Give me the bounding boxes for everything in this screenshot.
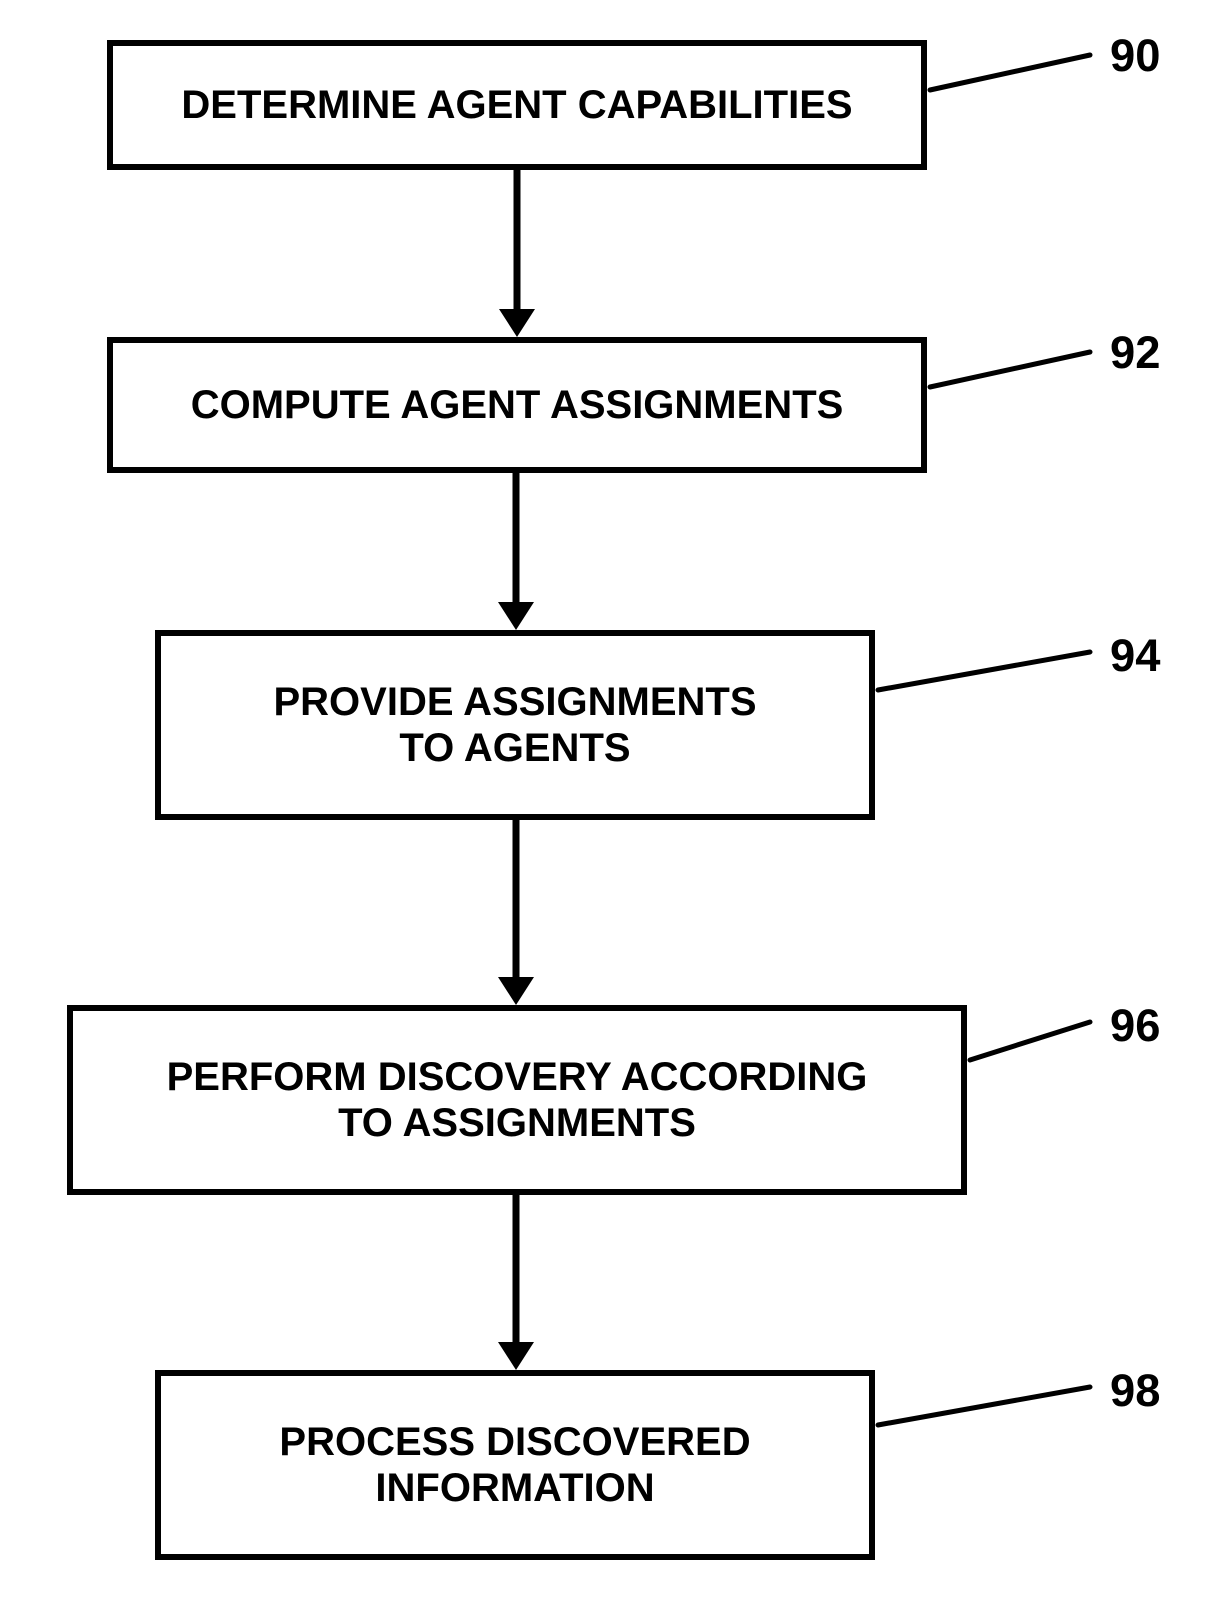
- leader-line: [926, 348, 1094, 391]
- leader-line: [874, 1383, 1094, 1429]
- flow-step-92: COMPUTE AGENT ASSIGNMENTS: [107, 337, 927, 473]
- ref-label-96: 96: [1110, 1000, 1160, 1052]
- ref-label-94: 94: [1110, 630, 1160, 682]
- leader-line: [966, 1018, 1094, 1064]
- flow-step-96: PERFORM DISCOVERY ACCORDING TO ASSIGNMEN…: [67, 1005, 967, 1195]
- flow-step-98: PROCESS DISCOVERED INFORMATION: [155, 1370, 875, 1560]
- leader-line: [926, 51, 1094, 94]
- flow-step-94: PROVIDE ASSIGNMENTS TO AGENTS: [155, 630, 875, 820]
- flow-arrow: [493, 818, 539, 1007]
- ref-label-98: 98: [1110, 1365, 1160, 1417]
- flow-arrow: [494, 168, 540, 339]
- flowchart-canvas: DETERMINE AGENT CAPABILITIES 90 COMPUTE AG…: [0, 0, 1223, 1607]
- ref-label-92: 92: [1110, 327, 1160, 379]
- flow-step-label: PROVIDE ASSIGNMENTS TO AGENTS: [273, 679, 756, 771]
- ref-label-90: 90: [1110, 30, 1160, 82]
- flow-step-label: DETERMINE AGENT CAPABILITIES: [181, 82, 852, 128]
- flow-arrow: [493, 1193, 539, 1372]
- leader-line: [874, 648, 1094, 694]
- flow-step-label: PROCESS DISCOVERED INFORMATION: [279, 1419, 750, 1511]
- flow-step-label: COMPUTE AGENT ASSIGNMENTS: [191, 382, 844, 428]
- flow-step-90: DETERMINE AGENT CAPABILITIES: [107, 40, 927, 170]
- flow-arrow: [493, 471, 539, 632]
- flow-step-label: PERFORM DISCOVERY ACCORDING TO ASSIGNMEN…: [167, 1054, 868, 1146]
